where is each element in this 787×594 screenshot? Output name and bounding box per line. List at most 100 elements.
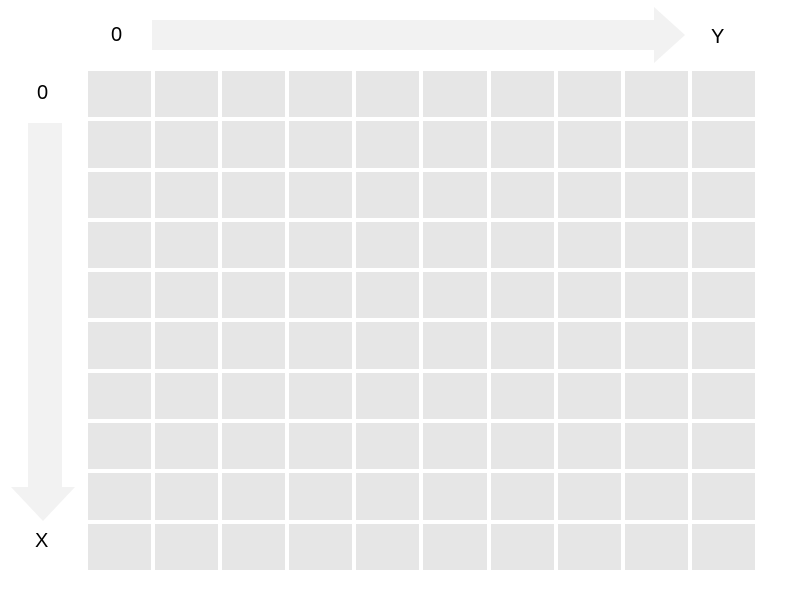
grid-cell (155, 473, 219, 520)
arrow-right-icon (654, 7, 685, 63)
grid-cell (490, 171, 554, 218)
vertical-axis-origin-label: 0 (37, 82, 49, 104)
grid-cell (557, 221, 621, 269)
grid-cell (423, 221, 487, 269)
grid-cell (222, 473, 286, 520)
grid-cell (691, 272, 755, 319)
grid-cell (691, 473, 755, 520)
grid-cell (557, 71, 621, 118)
vertical-axis-name-label: X (35, 530, 49, 552)
horizontal-axis-arrow-shaft (152, 20, 656, 50)
grid-cell (691, 121, 755, 168)
grid-cell (691, 423, 755, 470)
grid-cell (155, 423, 219, 470)
grid-cell (88, 523, 152, 570)
vertical-axis-arrow-shaft (28, 123, 62, 488)
grid-cell (624, 121, 688, 168)
grid-cell (155, 272, 219, 319)
grid-cell (289, 221, 353, 269)
grid-cell (423, 272, 487, 319)
arrow-down-icon (11, 487, 75, 521)
grid-cell (557, 523, 621, 570)
grid-cell (423, 473, 487, 520)
grid-cell (490, 372, 554, 420)
grid-cell (691, 171, 755, 218)
grid-cell (88, 372, 152, 420)
grid-cell (289, 171, 353, 218)
grid-cell (691, 372, 755, 420)
horizontal-axis-origin-label: 0 (111, 24, 123, 46)
grid-cell (289, 71, 353, 118)
grid-cell (356, 71, 420, 118)
grid-cell (490, 322, 554, 369)
grid-cell (691, 523, 755, 570)
grid-cell (423, 121, 487, 168)
grid-cell (356, 171, 420, 218)
grid-cell (88, 473, 152, 520)
grid-cell (557, 272, 621, 319)
grid-cell (222, 221, 286, 269)
grid-cell (624, 322, 688, 369)
grid-cell (289, 322, 353, 369)
grid-cell (490, 71, 554, 118)
grid-cell (155, 221, 219, 269)
grid-cell (88, 423, 152, 470)
grid-cell (490, 272, 554, 319)
grid-cell (356, 473, 420, 520)
grid-cell (222, 423, 286, 470)
grid-cell (155, 71, 219, 118)
grid-cell (88, 221, 152, 269)
grid-cell (222, 171, 286, 218)
grid-cell (356, 121, 420, 168)
grid-cell (423, 322, 487, 369)
grid-cell (423, 171, 487, 218)
grid-cell (289, 523, 353, 570)
cell-grid (88, 71, 755, 570)
grid-cell (624, 71, 688, 118)
grid-cell (289, 121, 353, 168)
grid-cell (88, 71, 152, 118)
grid-cell (691, 322, 755, 369)
grid-cell (624, 523, 688, 570)
grid-cell (222, 272, 286, 319)
grid-cell (557, 473, 621, 520)
grid-cell (289, 473, 353, 520)
grid-cell (490, 523, 554, 570)
grid-cell (557, 372, 621, 420)
grid-cell (88, 272, 152, 319)
grid-cell (155, 372, 219, 420)
grid-cell (557, 423, 621, 470)
grid-cell (624, 272, 688, 319)
grid-cell (624, 423, 688, 470)
grid-cell (289, 272, 353, 319)
grid-cell (423, 523, 487, 570)
grid-cell (88, 121, 152, 168)
grid-cell (356, 322, 420, 369)
grid-cell (356, 221, 420, 269)
grid-cell (88, 322, 152, 369)
grid-cell (356, 372, 420, 420)
grid-cell (222, 71, 286, 118)
grid-cell (155, 523, 219, 570)
grid-cell (624, 372, 688, 420)
grid-cell (155, 322, 219, 369)
grid-cell (222, 523, 286, 570)
grid-cell (490, 221, 554, 269)
grid-cell (557, 171, 621, 218)
grid-cell (88, 171, 152, 218)
grid-cell (155, 121, 219, 168)
grid-cell (222, 372, 286, 420)
grid-cell (222, 121, 286, 168)
grid-cell (423, 423, 487, 470)
grid-cell (691, 221, 755, 269)
grid-cell (490, 423, 554, 470)
grid-cell (624, 473, 688, 520)
grid-cell (557, 121, 621, 168)
grid-cell (490, 473, 554, 520)
grid-cell (624, 171, 688, 218)
grid-cell (356, 523, 420, 570)
grid-cell (356, 272, 420, 319)
grid-cell (155, 171, 219, 218)
grid-cell (490, 121, 554, 168)
